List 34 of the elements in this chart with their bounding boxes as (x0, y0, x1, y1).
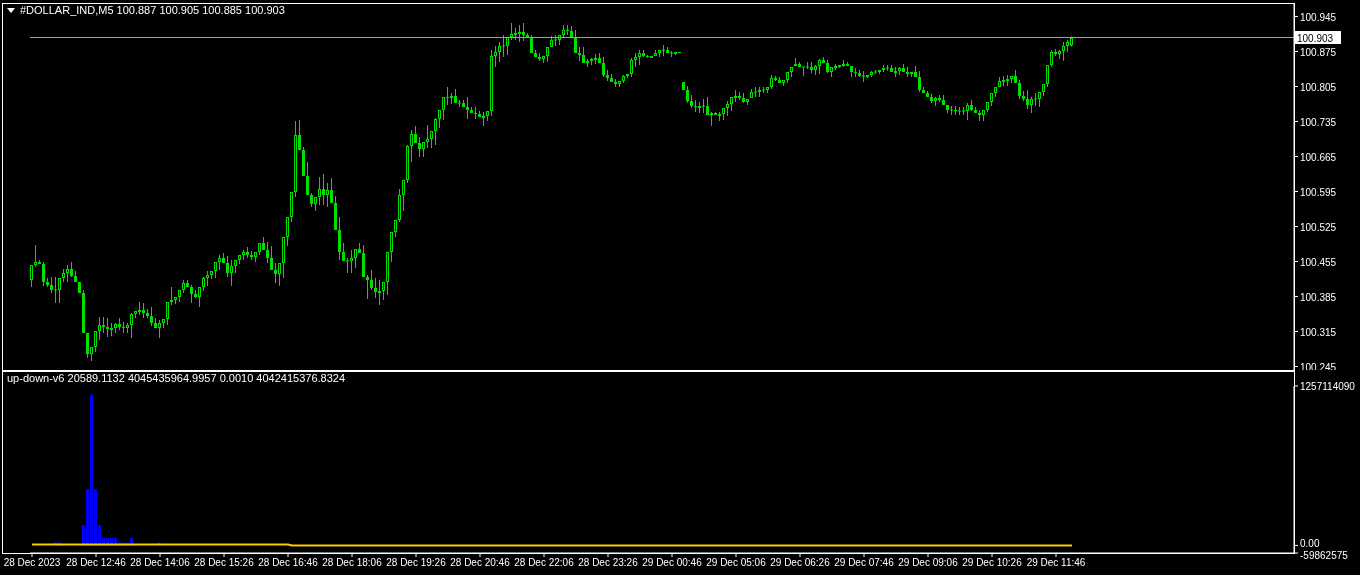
x-tick-label: 29 Dec 09:06 (898, 557, 959, 569)
y-tick-label: 1257114090 (1300, 380, 1356, 392)
x-tick-label: 28 Dec 15:26 (194, 557, 255, 569)
y-tick-label: 100.665 (1300, 151, 1337, 162)
x-tick-label: 29 Dec 10:26 (962, 557, 1023, 569)
x-tick-label: 29 Dec 07:46 (834, 557, 895, 569)
x-tick-label: 28 Dec 16:46 (258, 557, 319, 569)
y-tick-label: 100.875 (1300, 46, 1337, 57)
chart-title: #DOLLAR_IND,M5 100.887 100.905 100.885 100.903 (20, 4, 285, 17)
y-tick-label: 100.245 (1300, 361, 1337, 372)
x-tick-label: 28 Dec 23:26 (578, 557, 639, 569)
y-tick-label: 100.525 (1300, 221, 1337, 232)
y-tick-label: -59862575 (1300, 549, 1349, 561)
x-tick-label: 29 Dec 05:06 (706, 557, 767, 569)
x-tick-label: 28 Dec 14:06 (130, 557, 191, 569)
y-tick-label: 100.385 (1300, 291, 1337, 302)
x-tick-label: 28 Dec 2023 (3, 557, 61, 569)
x-tick-label: 28 Dec 22:06 (514, 557, 575, 569)
y-tick-label: 0.00 (1300, 537, 1320, 549)
y-tick-label: 100.595 (1300, 186, 1337, 197)
y-tick-label: 100.805 (1300, 81, 1337, 92)
y-tick-label: 100.455 (1300, 256, 1337, 267)
x-tick-label: 28 Dec 20:46 (450, 557, 511, 569)
x-tick-label: 29 Dec 11:46 (1026, 557, 1086, 569)
ref-line-label: 100.903 (1297, 32, 1334, 43)
y-tick-label: 100.945 (1300, 11, 1337, 22)
y-tick-label: 100.315 (1300, 326, 1337, 337)
chart-title: up-down-v6 20589.1132 4045435964.9957 0.0010 4042415376.8324 (7, 372, 346, 385)
y-tick-label: 100.735 (1300, 116, 1337, 127)
x-tick-label: 28 Dec 18:06 (322, 557, 383, 569)
x-tick-label: 28 Dec 19:26 (386, 557, 447, 569)
x-tick-label: 29 Dec 06:26 (770, 557, 831, 569)
x-tick-label: 29 Dec 00:46 (642, 557, 703, 569)
x-tick-label: 28 Dec 12:46 (66, 557, 127, 569)
